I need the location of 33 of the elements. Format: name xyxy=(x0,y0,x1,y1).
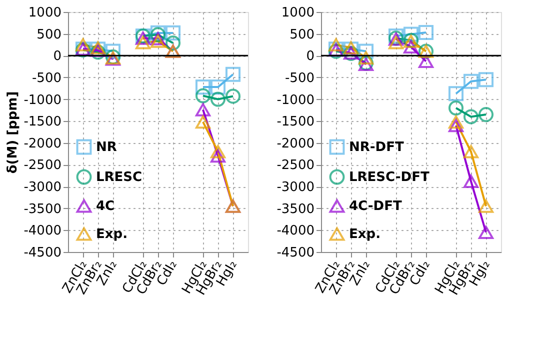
legend-label: NR xyxy=(96,140,117,155)
y-tick-label: -1000 xyxy=(24,92,62,108)
y-axis-title: δ(M) [ppm] xyxy=(6,91,21,174)
y-tick-label: -2000 xyxy=(276,136,314,152)
y-tick-label: 500 xyxy=(36,27,62,42)
y-tick-label: -4500 xyxy=(276,246,314,260)
y-tick-label: -2500 xyxy=(276,158,314,174)
y-tick-label: 1000 xyxy=(281,6,314,20)
legend-label: LRESC xyxy=(96,170,142,185)
y-tick-label: -3000 xyxy=(276,180,314,196)
y-tick-label: -4500 xyxy=(24,246,62,260)
y-tick-label: -4000 xyxy=(24,224,62,239)
legend-label: Exp. xyxy=(96,227,128,242)
y-tick-label: -1500 xyxy=(24,114,62,130)
y-tick-label: -3000 xyxy=(24,180,62,196)
y-tick-label: 1000 xyxy=(28,6,62,20)
y-tick-label: -2000 xyxy=(24,136,62,152)
y-tick-label: -500 xyxy=(32,70,62,86)
y-tick-label: -1500 xyxy=(276,114,314,130)
y-tick-label: -3500 xyxy=(276,202,314,217)
y-tick-label: 0 xyxy=(306,49,314,64)
legend-label: 4C-DFT xyxy=(349,199,402,214)
y-tick-label: -1000 xyxy=(276,92,314,108)
legend-label: 4C xyxy=(96,199,115,214)
y-tick-label: 500 xyxy=(290,27,314,42)
y-tick-label: -500 xyxy=(284,70,314,86)
y-tick-label: -2500 xyxy=(24,158,62,174)
y-tick-label: -3500 xyxy=(24,202,62,217)
y-tick-label: 0 xyxy=(53,49,62,64)
legend-label: NR-DFT xyxy=(349,140,404,155)
legend-label: LRESC-DFT xyxy=(349,170,430,185)
y-tick-label: -4000 xyxy=(276,224,314,239)
legend-label: Exp. xyxy=(349,227,381,242)
